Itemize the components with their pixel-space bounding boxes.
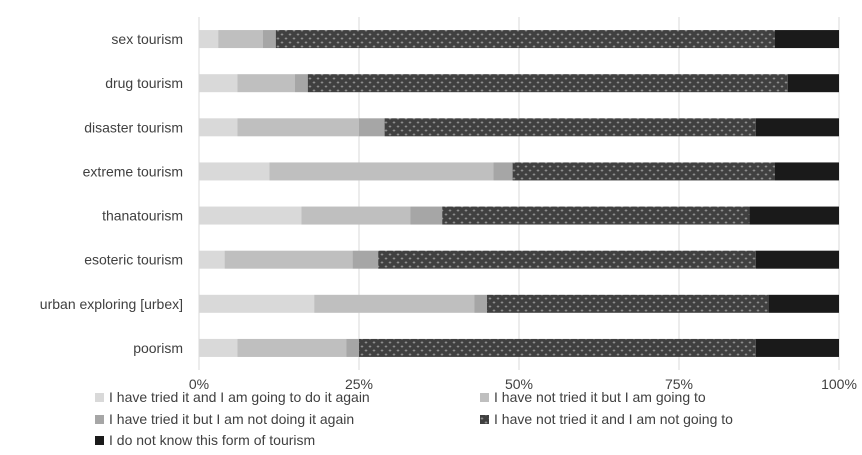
x-tick-label: 0% [189,376,209,392]
bar-thanatourism-series-4 [442,206,750,225]
bar-esoteric-tourism-series-3 [352,250,379,269]
bar-extreme-tourism-series-1 [199,162,270,181]
category-label: esoteric tourism [84,252,183,268]
bar-sex-tourism-series-4 [275,30,775,49]
bar-thanatourism-series-1 [199,206,302,225]
category-label: poorism [133,340,183,356]
bar-disaster-tourism-series-4 [384,118,756,137]
legend-swatch [480,415,489,424]
bar-sex-tourism-series-5 [775,30,839,49]
bar-extreme-tourism-series-4 [512,162,775,181]
category-label: thanatourism [102,208,183,224]
bar-urban-exploring-urbex-series-1 [199,294,315,313]
legend-swatch [95,415,104,424]
legend-swatch [95,436,104,445]
x-tick-label: 100% [821,376,857,392]
x-axis-ticks: 0% 25% 50% 75% 100% [189,376,857,392]
bar-drug-tourism-series-2 [237,74,295,93]
legend-label: I have not tried it and I am not going t… [494,411,733,427]
category-label: extreme tourism [83,163,183,179]
bar-thanatourism-series-2 [301,206,411,225]
legend: I have tried it and I am going to do it … [95,389,733,448]
bar-urban-exploring-urbex-series-2 [314,294,475,313]
bar-drug-tourism-series-4 [307,74,788,93]
category-label: sex tourism [111,31,183,47]
bar-esoteric-tourism-series-1 [199,250,225,269]
bar-urban-exploring-urbex-series-4 [487,294,769,313]
category-labels: sex tourism drug tourism disaster tourism e… [40,31,183,356]
bar-disaster-tourism-series-3 [359,118,385,137]
bar-drug-tourism-series-3 [295,74,308,93]
x-tick-label: 50% [505,376,533,392]
legend-label: I have not tried it but I am going to [494,389,706,405]
bar-sex-tourism-series-3 [263,30,276,49]
bar-extreme-tourism-series-2 [269,162,494,181]
bar-sex-tourism-series-1 [199,30,219,49]
legend-swatch [95,393,104,402]
legend-swatch [480,393,489,402]
bar-extreme-tourism-series-5 [775,162,839,181]
bar-thanatourism-series-5 [749,206,839,225]
bar-poorism-series-4 [359,338,756,357]
x-tick-label: 75% [665,376,693,392]
category-label: disaster tourism [84,119,183,135]
bar-urban-exploring-urbex-series-5 [768,294,839,313]
bar-poorism-series-2 [237,338,347,357]
gridlines [198,17,840,370]
bar-drug-tourism-series-5 [787,74,839,93]
bar-thanatourism-series-3 [410,206,443,225]
bar-urban-exploring-urbex-series-3 [474,294,487,313]
bar-extreme-tourism-series-3 [493,162,513,181]
bar-disaster-tourism-series-1 [199,118,238,137]
bar-sex-tourism-series-2 [218,30,263,49]
bar-esoteric-tourism-series-4 [378,250,756,269]
bar-esoteric-tourism-series-5 [755,250,839,269]
legend-label: I do not know this form of tourism [109,432,315,448]
category-label: drug tourism [105,75,183,91]
legend-label: I have tried it but I am not doing it ag… [109,411,354,427]
bar-poorism-series-5 [755,338,839,357]
category-label: urban exploring [urbex] [40,296,183,312]
x-tick-label: 25% [345,376,373,392]
bar-disaster-tourism-series-5 [755,118,839,137]
bars [199,30,839,357]
bar-drug-tourism-series-1 [199,74,238,93]
bar-poorism-series-3 [346,338,359,357]
bar-disaster-tourism-series-2 [237,118,359,137]
legend-label: I have tried it and I am going to do it … [109,389,370,405]
bar-esoteric-tourism-series-2 [224,250,353,269]
bar-poorism-series-1 [199,338,238,357]
